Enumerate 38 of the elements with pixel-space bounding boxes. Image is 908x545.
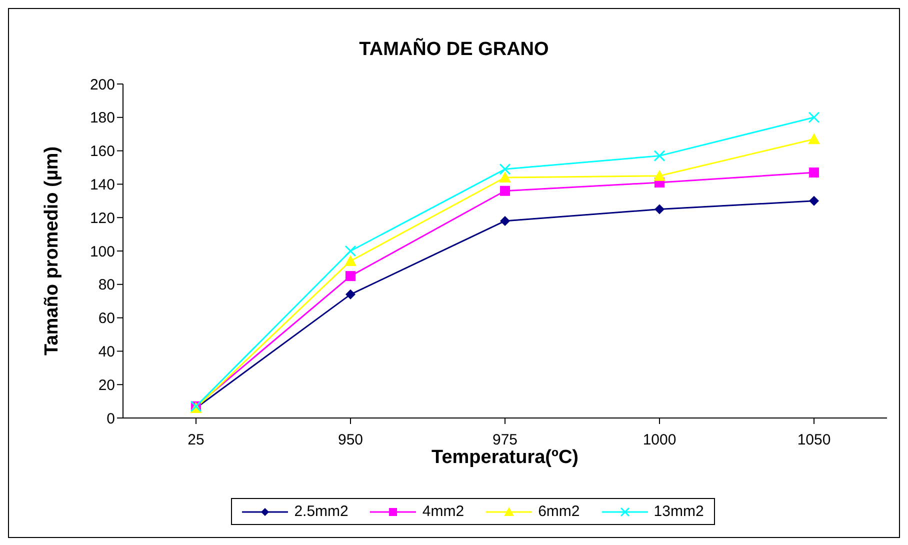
y-tick-label: 160 xyxy=(90,143,115,160)
y-tick-label: 120 xyxy=(90,210,115,227)
point xyxy=(500,186,510,196)
y-tick-label: 40 xyxy=(98,344,115,361)
x-axis-title: Temperatura(ºC) xyxy=(432,447,578,468)
y-tick-label: 100 xyxy=(90,243,115,260)
y-axis-title: Tamaño promedio (µm) xyxy=(42,146,63,356)
x-tick-label: 1000 xyxy=(642,432,676,449)
point xyxy=(346,271,356,282)
legend-label: 6mm2 xyxy=(538,503,580,520)
chart-title: TAMAÑO DE GRANO xyxy=(358,39,550,61)
point xyxy=(346,289,356,300)
point xyxy=(808,112,820,124)
point xyxy=(654,204,664,214)
x-tick-label: 25 xyxy=(188,432,204,449)
point xyxy=(654,150,666,162)
legend-label: 4mm2 xyxy=(422,503,464,520)
y-tick-label: 20 xyxy=(98,376,115,394)
y-tick-label: 0 xyxy=(106,410,115,428)
x-tick-label: 975 xyxy=(492,432,518,449)
point xyxy=(808,133,820,144)
y-tick-label: 80 xyxy=(98,276,115,294)
point xyxy=(809,168,819,178)
y-tick-label: 200 xyxy=(90,76,115,94)
point xyxy=(499,163,511,175)
x-tick-label: 1050 xyxy=(797,432,831,449)
legend-label: 13mm2 xyxy=(654,503,704,520)
point xyxy=(499,172,511,183)
y-tick-label: 60 xyxy=(98,310,115,328)
point xyxy=(654,170,666,181)
point xyxy=(344,245,356,257)
legend-label: 2.5mm2 xyxy=(294,503,348,520)
y-tick-label: 140 xyxy=(90,176,115,194)
point xyxy=(500,216,510,226)
x-tick-label: 950 xyxy=(338,432,364,449)
point xyxy=(809,196,819,206)
point xyxy=(344,255,356,266)
y-tick-label: 180 xyxy=(90,110,115,127)
